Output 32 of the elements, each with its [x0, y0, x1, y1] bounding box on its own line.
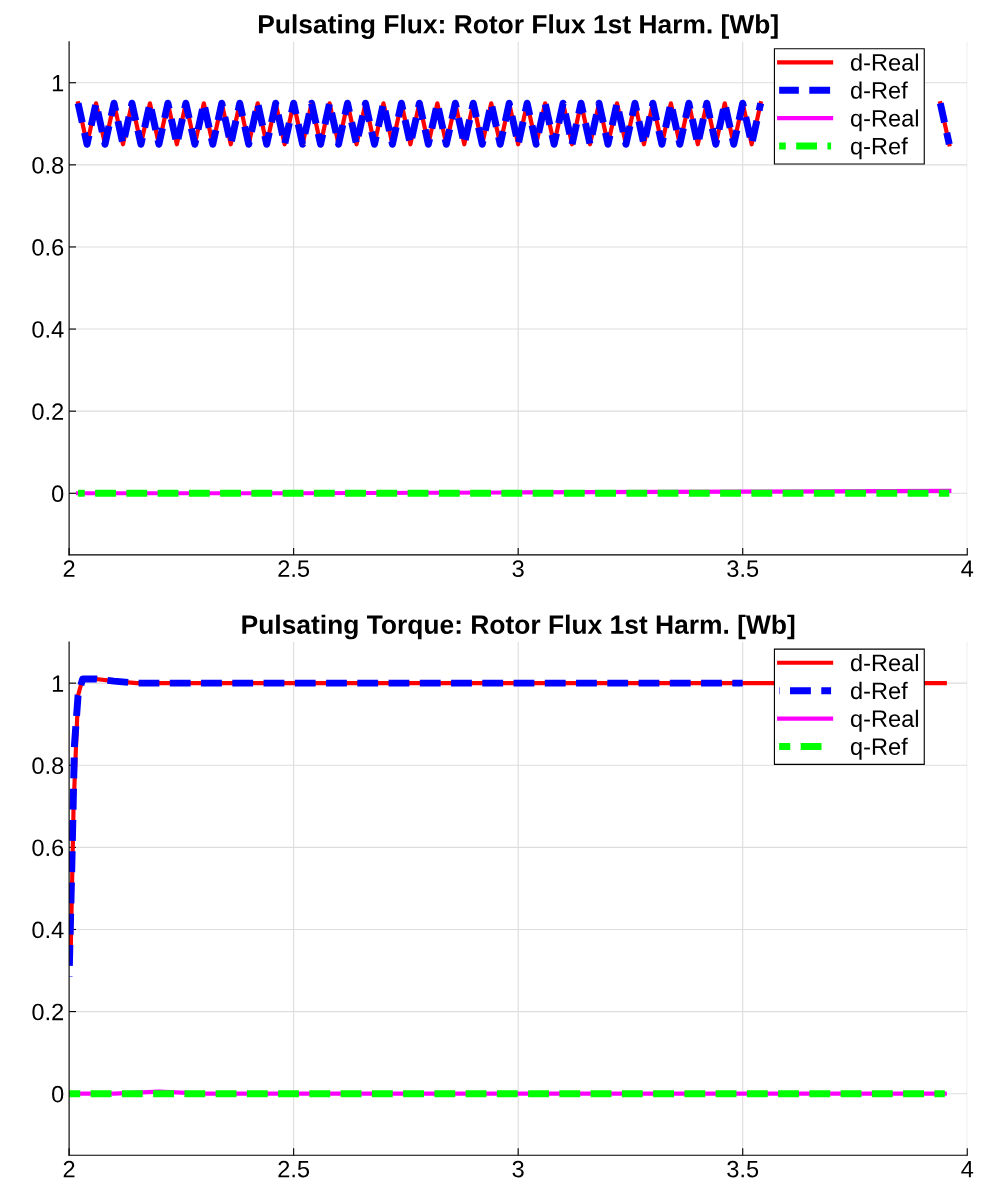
x-tick-label: 2.5 — [278, 560, 310, 578]
y-tick-label: 0.6 — [32, 839, 64, 857]
y-tick-label: 0.8 — [32, 156, 64, 174]
x-tick-label: 4 — [961, 560, 974, 577]
x-tick-label: 3 — [512, 560, 524, 578]
x-tick-label: 4 — [961, 1161, 974, 1178]
y-tick-label: 0 — [52, 485, 64, 503]
legend-label: d-Ref — [850, 681, 908, 700]
legend-label: q-Ref — [850, 137, 908, 160]
legend-label: q-Ref — [850, 737, 908, 760]
chart-title: Pulsating Torque: Rotor Flux 1st Harm. [Wb] — [242, 614, 795, 640]
y-tick-label: 0.2 — [32, 1003, 64, 1021]
y-tick-label: 1 — [52, 675, 64, 692]
x-tick-label: 3.5 — [727, 560, 759, 578]
legend-label: d-Real — [850, 653, 918, 672]
x-tick-label: 2 — [63, 1160, 75, 1178]
y-tick-label: 0.4 — [32, 921, 64, 939]
legend-label: q-Real — [850, 109, 918, 132]
y-tick-label: 0.2 — [32, 403, 64, 420]
legend-label: d-Ref — [850, 81, 908, 99]
x-tick-label: 2.5 — [278, 1160, 310, 1178]
y-tick-label: 0.8 — [32, 757, 64, 775]
legend-label: d-Real — [850, 53, 918, 71]
x-tick-label: 3.5 — [727, 1160, 759, 1178]
x-tick-label: 2 — [63, 560, 75, 577]
y-tick-label: 0.6 — [32, 239, 64, 256]
x-tick-label: 3 — [512, 1160, 524, 1178]
chart-title: Pulsating Flux: Rotor Flux 1st Harm. [Wb] — [258, 14, 778, 39]
y-tick-label: 0 — [52, 1085, 64, 1103]
y-tick-label: 0.4 — [32, 321, 64, 338]
y-tick-label: 1 — [52, 75, 64, 92]
legend-label: q-Real — [850, 709, 918, 732]
